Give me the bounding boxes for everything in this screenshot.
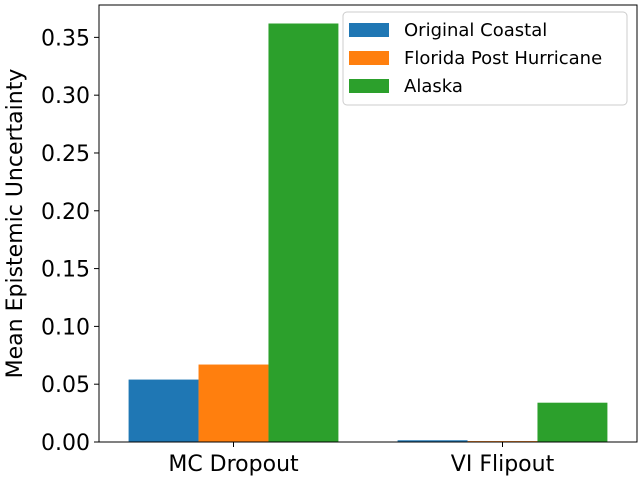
y-tick-label: 0.25	[41, 142, 90, 167]
y-axis: 0.00 0.05 0.10 0.15 0.20 0.25 0.30 0.35	[41, 26, 99, 456]
legend-frame	[342, 11, 628, 106]
bars-group	[128, 23, 608, 443]
legend-swatch	[349, 79, 389, 93]
legend-swatch	[349, 51, 389, 65]
y-tick-label: 0.10	[41, 315, 90, 340]
legend-label: Florida Post Hurricane	[404, 48, 602, 69]
y-tick-label: 0.20	[41, 200, 90, 225]
x-category-label: VI Flipout	[451, 452, 555, 477]
legend-label: Original Coastal	[404, 20, 547, 41]
y-tick-label: 0.35	[41, 26, 90, 51]
plot-area-frame	[98, 4, 638, 443]
y-tick-label: 0.00	[41, 431, 90, 456]
y-tick-label: 0.15	[41, 258, 90, 283]
x-axis: MC Dropout VI Flipout	[168, 442, 555, 477]
bar-series-1-category-2	[397, 440, 468, 442]
y-axis-title: Mean Epistemic Uncertainty	[3, 69, 28, 379]
legend-label: Alaska	[404, 76, 463, 97]
y-tick-label: 0.05	[41, 373, 90, 398]
y-tick-label: 0.30	[41, 84, 90, 109]
legend: Original Coastal Florida Post Hurricane Al…	[342, 11, 628, 106]
legend-swatch	[349, 23, 389, 37]
bar-series-1-category-1	[128, 379, 199, 442]
x-category-label: MC Dropout	[168, 452, 299, 477]
bar-series-3-category-2	[537, 402, 608, 442]
bar-series-2-category-1	[198, 364, 269, 442]
bar-series-3-category-1	[268, 23, 339, 443]
